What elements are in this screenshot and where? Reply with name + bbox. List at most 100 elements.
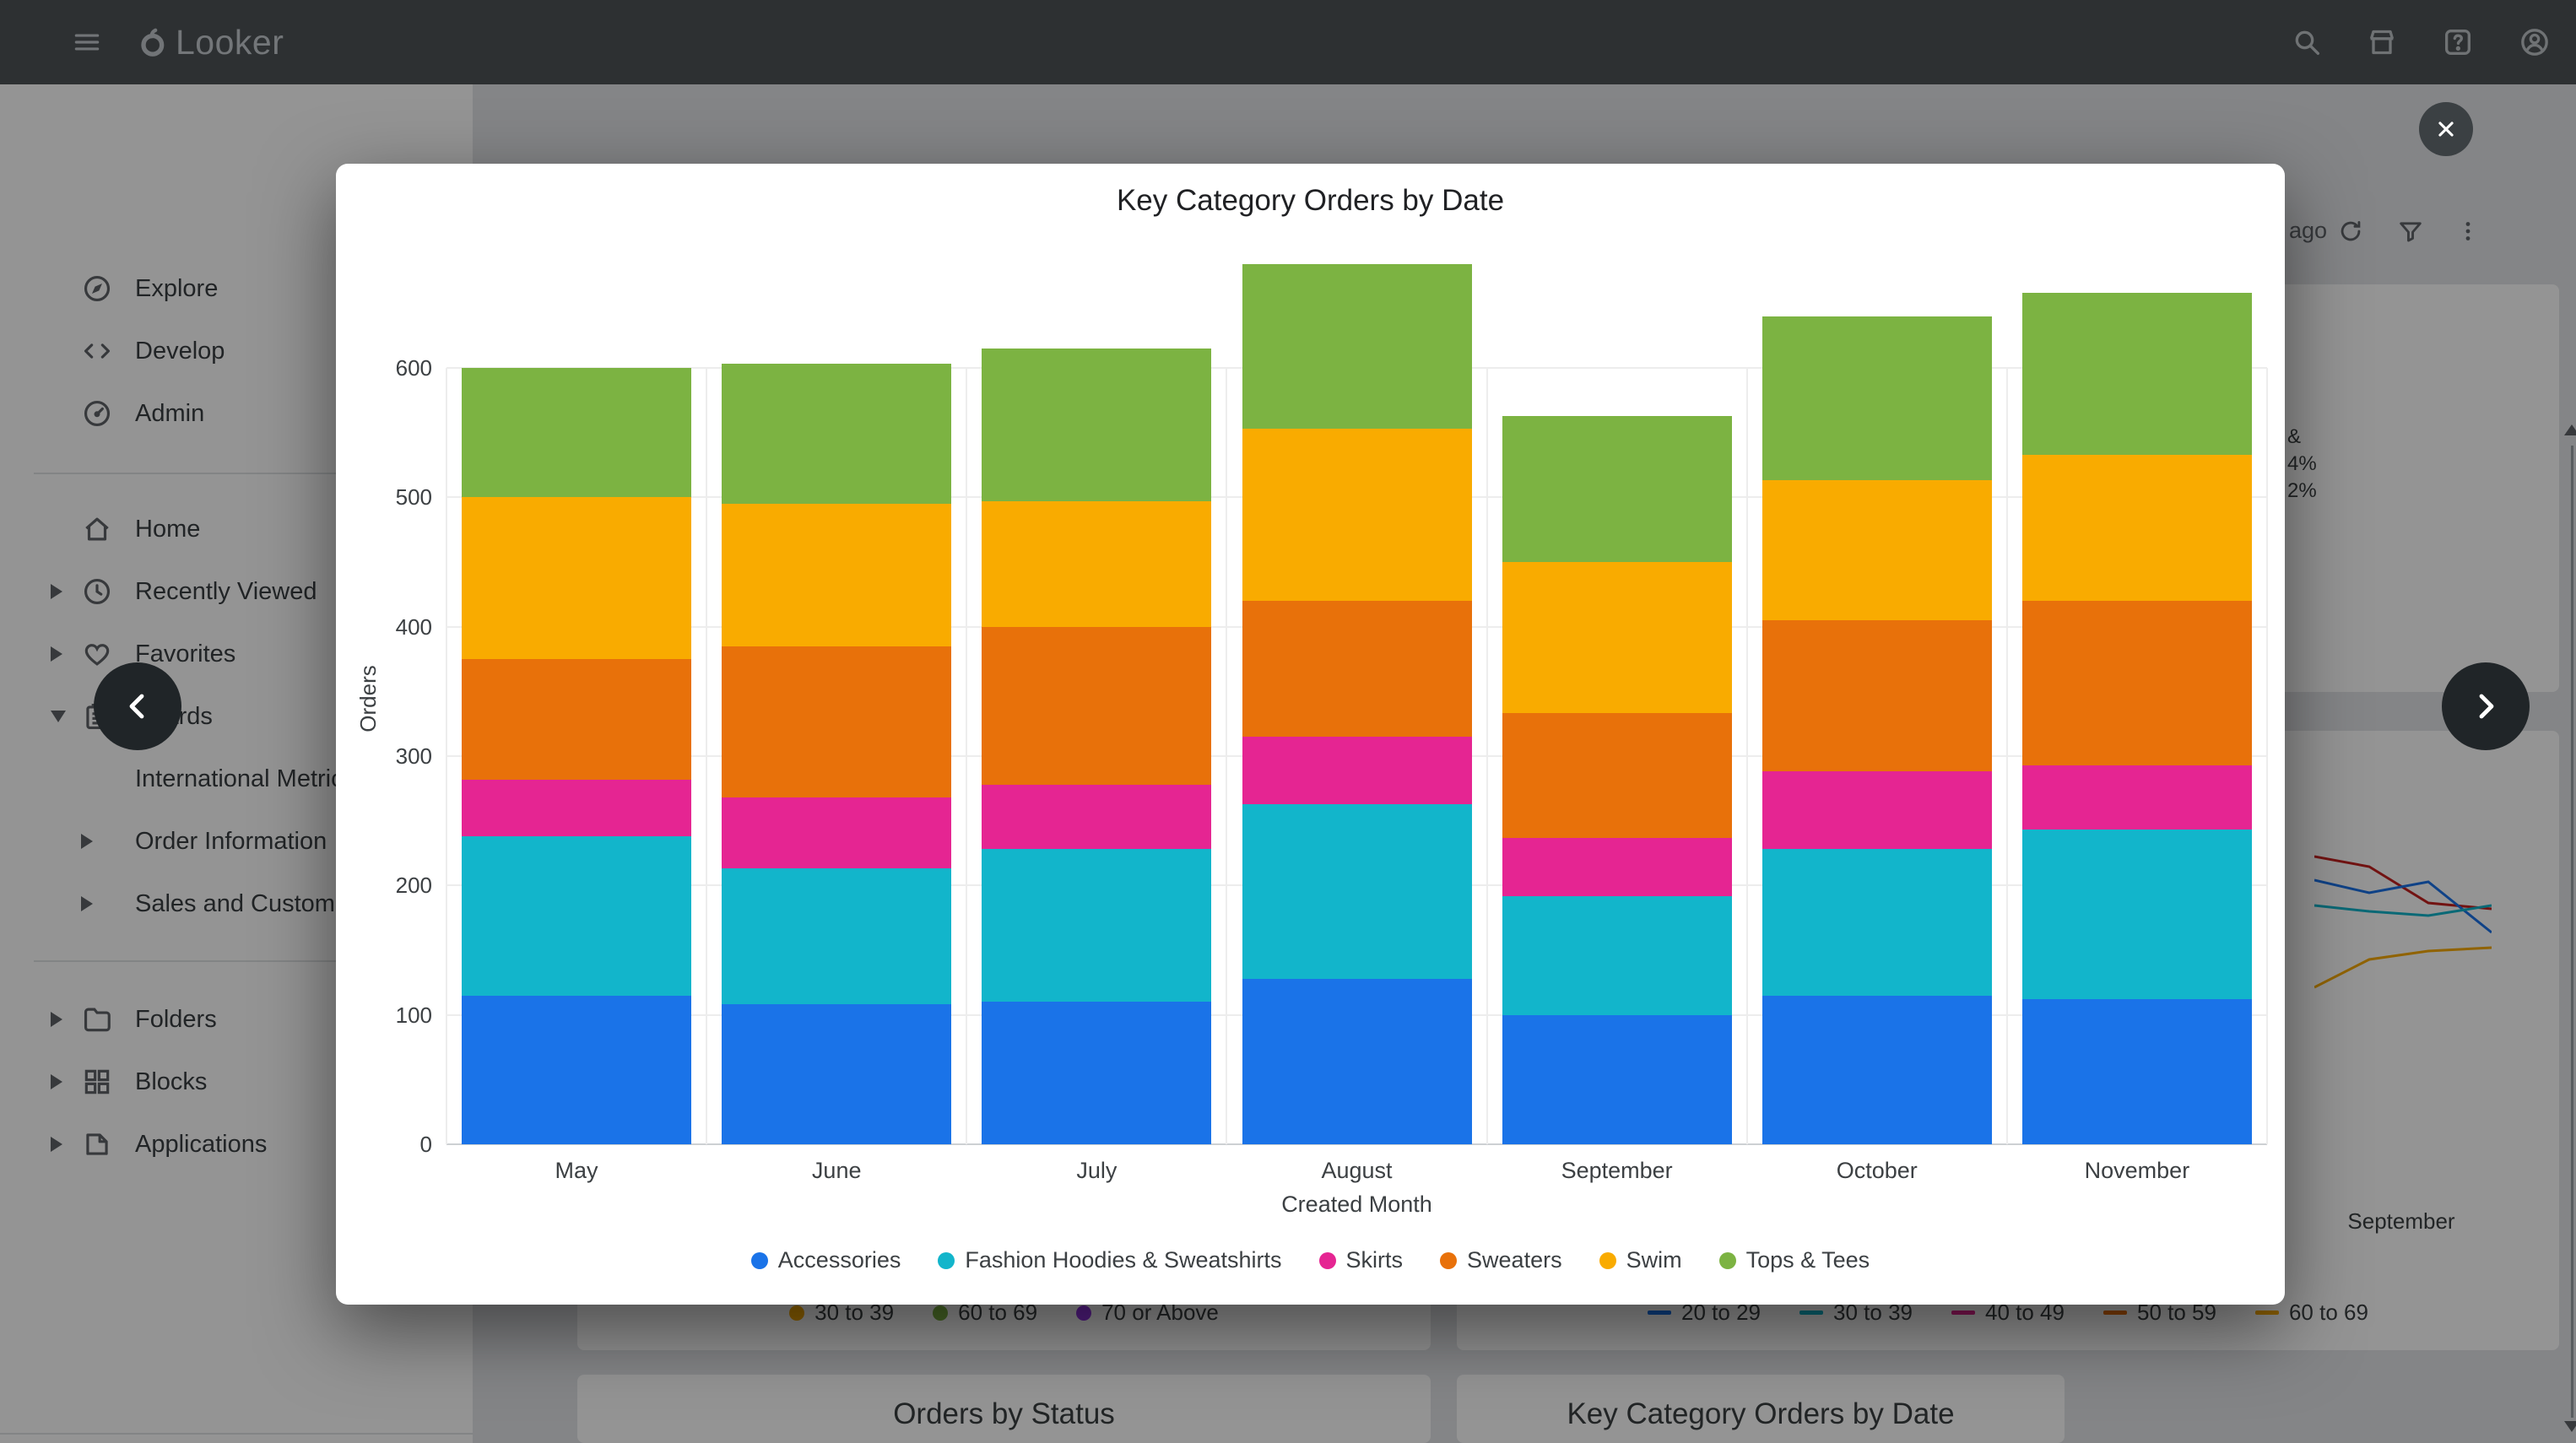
legend-item-sweaters[interactable]: Sweaters — [1440, 1247, 1562, 1273]
bar-segment-may-sweaters[interactable] — [462, 659, 692, 780]
sidebar-item-international-metrics[interactable]: International Metrics — [0, 748, 473, 810]
kebab-menu-icon[interactable] — [2454, 217, 2482, 246]
filter-icon[interactable] — [2396, 217, 2425, 246]
sidebar-item-admin[interactable]: Admin — [0, 382, 473, 445]
heart-icon — [81, 638, 122, 670]
y-tick-label: 500 — [395, 484, 432, 511]
bar-segment-october-skirts[interactable] — [1762, 771, 1992, 850]
bar-segment-july-swim[interactable] — [982, 500, 1212, 627]
bar-segment-october-fashion-hoodies-sweatshirts[interactable] — [1762, 849, 1992, 996]
sidebar-item-sales-and-customer[interactable]: Sales and Customer — [0, 873, 473, 935]
legend-swatch — [1076, 1305, 1092, 1321]
bar-segment-october-accessories[interactable] — [1762, 995, 1992, 1144]
collapse-arrow-icon[interactable] — [51, 711, 66, 722]
scroll-up-icon[interactable] — [2564, 424, 2576, 435]
sidebar-item-label: Applications — [135, 1130, 268, 1158]
bar-segment-september-fashion-hoodies-sweatshirts[interactable] — [1502, 895, 1732, 1015]
bar-segment-august-swim[interactable] — [1242, 429, 1472, 601]
bar-segment-november-accessories[interactable] — [2021, 999, 2252, 1144]
bar-segment-september-accessories[interactable] — [1502, 1014, 1732, 1144]
bar-segment-june-fashion-hoodies-sweatshirts[interactable] — [722, 868, 952, 1005]
bar-segment-november-swim[interactable] — [2021, 454, 2252, 601]
legend-swatch — [2102, 1311, 2127, 1315]
bar-segment-september-swim[interactable] — [1502, 562, 1732, 714]
bar-segment-november-tops-tees[interactable] — [2021, 293, 2252, 455]
bar-segment-november-fashion-hoodies-sweatshirts[interactable] — [2021, 830, 2252, 1000]
plot-column-divider — [1226, 368, 1228, 1144]
expand-arrow-icon[interactable] — [81, 834, 93, 849]
x-axis-label-november: November — [2084, 1158, 2190, 1183]
expand-arrow-icon[interactable] — [81, 896, 93, 911]
bar-segment-august-tops-tees[interactable] — [1242, 264, 1472, 430]
sidebar-item-develop[interactable]: Develop — [0, 320, 473, 382]
looker-logo[interactable]: Looker — [135, 22, 284, 62]
bar-segment-august-fashion-hoodies-sweatshirts[interactable] — [1242, 803, 1472, 979]
bar-segment-november-skirts[interactable] — [2021, 765, 2252, 830]
marketplace-icon[interactable] — [2365, 25, 2399, 59]
account-icon[interactable] — [2518, 25, 2552, 59]
sidebar-item-order-information[interactable]: Order Information — [0, 810, 473, 873]
hamburger-menu-icon[interactable] — [71, 26, 103, 58]
sidebar-item-favorites[interactable]: Favorites — [0, 623, 473, 685]
bar-segment-july-tops-tees[interactable] — [982, 349, 1212, 501]
scrollbar[interactable] — [2571, 446, 2573, 1418]
sidebar-item-folders[interactable]: Folders — [0, 988, 473, 1051]
sidebar-item-blocks[interactable]: Blocks — [0, 1051, 473, 1113]
expand-arrow-icon[interactable] — [51, 584, 62, 599]
bar-segment-may-skirts[interactable] — [462, 779, 692, 837]
search-icon[interactable] — [2290, 25, 2324, 59]
legend-swatch — [933, 1305, 949, 1321]
bar-segment-july-accessories[interactable] — [982, 1002, 1212, 1144]
sidebar-item-label: International Metrics — [135, 765, 356, 792]
expand-arrow-icon[interactable] — [51, 1012, 62, 1027]
bar-segment-september-skirts[interactable] — [1502, 837, 1732, 896]
sidebar-section-primary: Explore Develop Admin — [0, 257, 473, 445]
sidebar-item-home[interactable]: Home — [0, 498, 473, 560]
next-tile-button[interactable] — [2442, 662, 2530, 750]
legend-item-tops-tees[interactable]: Tops & Tees — [1718, 1247, 1870, 1273]
legend-item-swim[interactable]: Swim — [1599, 1247, 1682, 1273]
legend-item-fashion-hoodies-sweatshirts[interactable]: Fashion Hoodies & Sweatshirts — [938, 1247, 1282, 1273]
sidebar-item-label: Develop — [135, 337, 225, 365]
bar-segment-may-accessories[interactable] — [462, 995, 692, 1144]
close-button[interactable] — [2419, 102, 2473, 156]
legend-item-accessories[interactable]: Accessories — [750, 1247, 901, 1273]
sidebar-item-label: Folders — [135, 1005, 217, 1033]
expand-arrow-icon[interactable] — [51, 646, 62, 662]
bar-segment-may-fashion-hoodies-sweatshirts[interactable] — [462, 836, 692, 996]
bar-segment-june-accessories[interactable] — [722, 1004, 952, 1144]
bar-segment-october-sweaters[interactable] — [1762, 620, 1992, 772]
bar-segment-june-sweaters[interactable] — [722, 646, 952, 798]
bar-segment-august-skirts[interactable] — [1242, 737, 1472, 804]
scroll-down-icon[interactable] — [2564, 1421, 2576, 1432]
refresh-icon[interactable] — [2336, 217, 2365, 246]
sidebar-item-applications[interactable]: Applications — [0, 1113, 473, 1175]
bar-segment-july-skirts[interactable] — [982, 784, 1212, 850]
bar-segment-may-tops-tees[interactable] — [462, 368, 692, 498]
bar-segment-october-swim[interactable] — [1762, 480, 1992, 620]
expand-arrow-icon[interactable] — [51, 1137, 62, 1152]
pie-legend-fragment: 4% — [2287, 452, 2317, 475]
bar-segment-august-sweaters[interactable] — [1242, 601, 1472, 737]
sidebar-item-recently-viewed[interactable]: Recently Viewed — [0, 560, 473, 623]
bar-segment-september-tops-tees[interactable] — [1502, 415, 1732, 562]
help-icon[interactable] — [2441, 25, 2475, 59]
y-axis-title: Orders — [355, 665, 381, 732]
bar-segment-may-swim[interactable] — [462, 497, 692, 659]
bg-legend-item-60-to-69[interactable]: 60 to 69 — [2254, 1300, 2368, 1326]
bar-segment-october-tops-tees[interactable] — [1762, 316, 1992, 481]
expand-arrow-icon[interactable] — [51, 1074, 62, 1089]
x-axis-label-september: September — [1561, 1158, 1673, 1183]
bar-segment-july-fashion-hoodies-sweatshirts[interactable] — [982, 849, 1212, 1003]
sidebar-item-explore[interactable]: Explore — [0, 257, 473, 320]
bar-segment-november-sweaters[interactable] — [2021, 601, 2252, 765]
previous-tile-button[interactable] — [94, 662, 181, 750]
plot-column-divider — [2266, 368, 2268, 1144]
bar-segment-june-swim[interactable] — [722, 504, 952, 646]
bar-segment-june-skirts[interactable] — [722, 797, 952, 869]
bar-segment-september-sweaters[interactable] — [1502, 713, 1732, 838]
bar-segment-august-accessories[interactable] — [1242, 978, 1472, 1144]
bar-segment-july-sweaters[interactable] — [982, 626, 1212, 785]
legend-item-skirts[interactable]: Skirts — [1318, 1247, 1403, 1273]
bar-segment-june-tops-tees[interactable] — [722, 364, 952, 504]
